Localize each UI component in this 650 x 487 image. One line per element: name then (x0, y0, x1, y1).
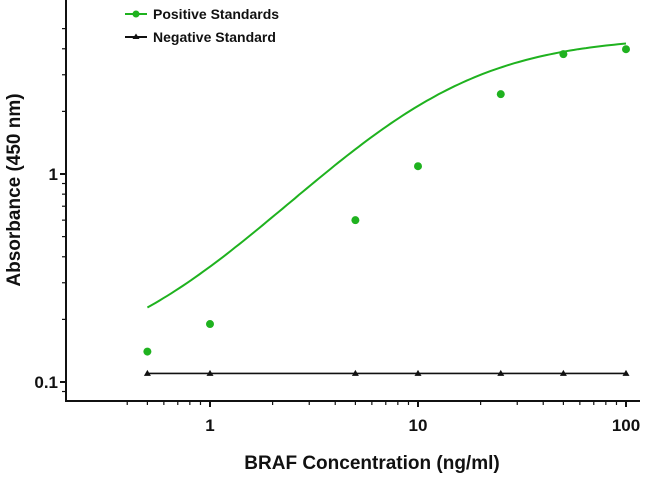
triangle-marker (414, 369, 422, 376)
data-point (496, 90, 505, 99)
data-point (414, 162, 422, 171)
x-tick-label: 1 (205, 416, 214, 435)
data-point (351, 216, 360, 225)
series-negative (143, 369, 630, 376)
triangle-marker (622, 369, 630, 376)
y-axis-title: Absorbance (450 nm) (4, 93, 25, 286)
x-tick-label: 10 (409, 416, 428, 435)
legend-label-negative: Negative Standard (153, 29, 276, 45)
triangle-marker (206, 369, 214, 376)
data-point (206, 320, 214, 329)
legend-circle-marker-icon (132, 10, 140, 18)
y-tick-label: 0.1 (34, 373, 58, 392)
plot-area (143, 42, 630, 376)
y-tick-label: 1 (49, 165, 58, 184)
fit-curve (146, 42, 627, 309)
triangle-marker (497, 369, 505, 376)
legend-label-positive: Positive Standards (153, 6, 279, 22)
triangle-marker (143, 369, 151, 376)
x-tick-label: 100 (612, 416, 640, 435)
legend-item-negative: Negative Standard (125, 29, 276, 45)
legend: Positive Standards Negative Standard (125, 6, 279, 45)
data-point (622, 45, 630, 54)
triangle-marker (559, 369, 567, 376)
triangle-marker (351, 369, 359, 376)
x-axis-title: BRAF Concentration (ng/ml) (244, 453, 499, 474)
legend-item-positive: Positive Standards (125, 6, 279, 22)
legend-triangle-marker-icon (132, 33, 140, 39)
data-point (143, 347, 152, 356)
series-positive (143, 42, 630, 356)
data-point (559, 50, 568, 59)
axes: 1 10 100 0.1 1 (34, 0, 640, 435)
